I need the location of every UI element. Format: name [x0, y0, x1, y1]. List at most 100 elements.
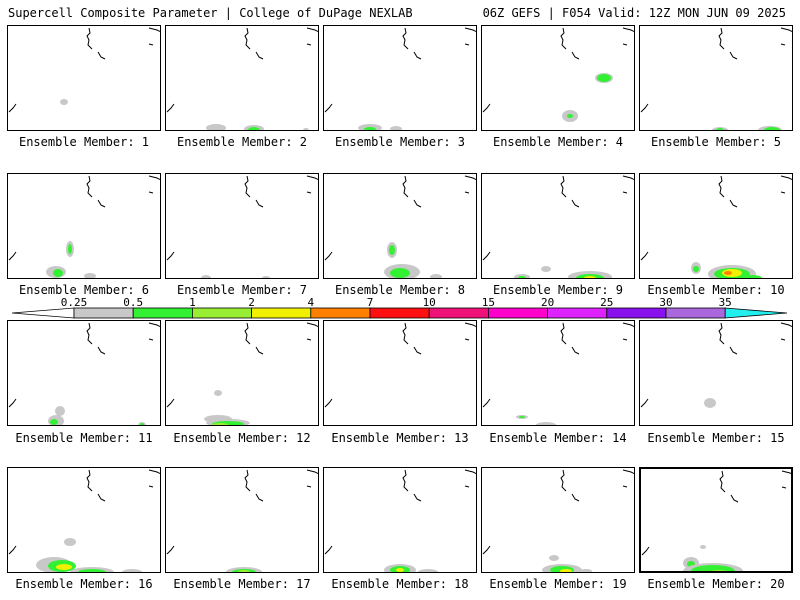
coastline [641, 546, 650, 556]
map-field [640, 175, 792, 278]
coastline [622, 485, 628, 488]
ensemble-panel[interactable] [7, 320, 161, 426]
colorbar-segment [132, 307, 193, 319]
ensemble-panel[interactable] [165, 320, 319, 426]
coastline [780, 175, 792, 181]
coastline [166, 545, 175, 555]
map-field [166, 322, 318, 425]
coastline [560, 175, 567, 198]
ensemble-panel[interactable] [7, 173, 161, 279]
ensemble-panel[interactable] [165, 25, 319, 131]
ensemble-panel[interactable] [323, 320, 477, 426]
map-field [482, 322, 634, 425]
colorbar-segment [73, 307, 134, 319]
panel-label: Ensemble Member: 18 [331, 577, 469, 591]
coastline [324, 103, 333, 113]
ensemble-panel[interactable] [481, 25, 635, 131]
scp-contour [724, 271, 732, 275]
map-field [8, 27, 160, 113]
coastline [324, 545, 333, 555]
coastline [244, 27, 251, 50]
coastline [166, 103, 175, 113]
panel-label: Ensemble Member: 5 [650, 135, 782, 149]
scp-contour [55, 406, 65, 416]
scp-contour [519, 416, 525, 418]
coastline [148, 43, 154, 46]
colorbar-tick-label: 0.5 [123, 296, 144, 309]
coastline [255, 493, 264, 502]
map-field [324, 469, 476, 572]
scp-contour [584, 276, 596, 278]
coastline [148, 191, 154, 194]
scp-contour [68, 244, 72, 254]
ensemble-panel[interactable] [639, 467, 793, 573]
header-valid-time: 06Z GEFS | F054 Valid: 12Z MON JUN 09 20… [482, 6, 786, 20]
ensemble-panel[interactable] [165, 173, 319, 279]
colorbar-tick-label: 30 [659, 296, 673, 309]
coastline [148, 469, 160, 475]
colorbar [12, 307, 788, 319]
coastline [148, 338, 154, 341]
scp-contour [580, 569, 592, 572]
coastline [622, 191, 628, 194]
coastline [413, 51, 422, 60]
coastline [86, 322, 93, 345]
map-field [324, 27, 476, 130]
ensemble-panel[interactable] [165, 467, 319, 573]
colorbar-segment [606, 307, 667, 319]
coastline [86, 469, 93, 492]
coastline [640, 398, 649, 408]
coastline [718, 27, 725, 50]
coastline [464, 43, 470, 46]
scp-contour [248, 127, 260, 130]
panel-label: Ensemble Member: 19 [489, 577, 627, 591]
coastline [402, 469, 409, 492]
scp-contour [707, 571, 719, 573]
colorbar-tick-label: 4 [307, 296, 315, 309]
scp-contour [430, 274, 442, 278]
scp-contour [549, 555, 559, 561]
coastline [306, 485, 312, 488]
scp-contour [364, 127, 376, 130]
coastline [780, 191, 786, 194]
map-field [166, 27, 318, 130]
ensemble-panel[interactable] [639, 173, 793, 279]
map-field [482, 469, 634, 572]
ensemble-panel[interactable] [7, 25, 161, 131]
scp-contour [214, 390, 222, 396]
coastline [402, 27, 409, 50]
ensemble-panel[interactable] [481, 173, 635, 279]
coastline [622, 469, 634, 475]
panel-label: Ensemble Member: 10 [647, 283, 785, 297]
map-field [324, 175, 476, 278]
colorbar-segment [487, 307, 548, 319]
ensemble-panel[interactable] [639, 320, 793, 426]
ensemble-panel[interactable] [323, 467, 477, 573]
coastline [8, 103, 17, 113]
scp-contour [50, 419, 58, 425]
coastline [166, 398, 175, 408]
coastline [97, 346, 106, 355]
coastline [640, 103, 649, 113]
ensemble-panel[interactable] [639, 25, 793, 131]
coastline [560, 27, 567, 50]
colorbar-segment [428, 307, 489, 319]
panel-label: Ensemble Member: 16 [15, 577, 153, 591]
scp-contour [693, 266, 699, 272]
colorbar-tick-label: 1 [189, 296, 196, 309]
coastline [781, 470, 791, 475]
ensemble-panel[interactable] [7, 467, 161, 573]
ensemble-panel[interactable] [481, 320, 635, 426]
panel-label: Ensemble Member: 3 [334, 135, 466, 149]
scp-contour [418, 569, 438, 572]
coastline [413, 199, 422, 208]
scp-contour [122, 569, 142, 572]
ensemble-panel[interactable] [323, 173, 477, 279]
panel-label: Ensemble Member: 9 [492, 283, 624, 297]
scp-contour [597, 74, 611, 82]
coastline [780, 322, 792, 328]
scp-contour [389, 245, 395, 255]
ensemble-panel[interactable] [481, 467, 635, 573]
ensemble-panel[interactable] [323, 25, 477, 131]
map-field [8, 322, 160, 425]
